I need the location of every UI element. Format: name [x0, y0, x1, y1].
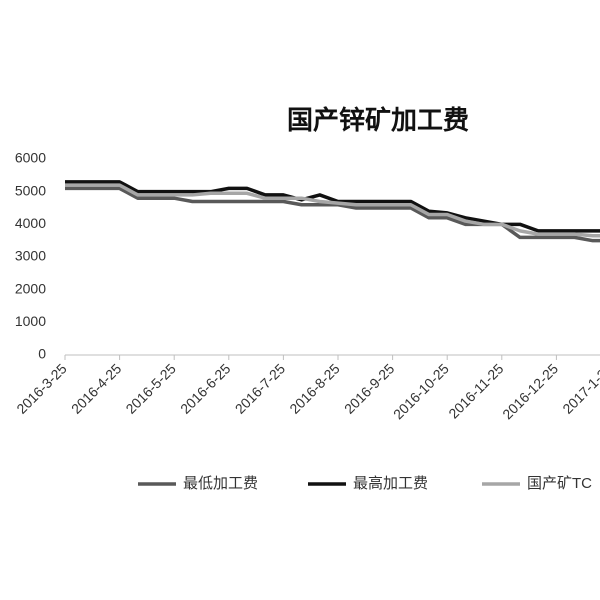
legend-label: 最低加工费 [183, 475, 258, 492]
legend-label: 国产矿TC [527, 475, 592, 492]
x-tick-label: 2016-3-25 [13, 360, 70, 417]
y-tick-label: 3000 [15, 248, 46, 264]
y-tick-label: 6000 [15, 150, 46, 166]
y-tick-label: 2000 [15, 280, 46, 296]
y-tick-label: 0 [38, 346, 46, 362]
y-tick-label: 1000 [15, 313, 46, 329]
series-line [65, 183, 600, 238]
y-tick-label: 5000 [15, 182, 46, 198]
x-tick-label: 2017-1-25 [559, 360, 600, 417]
x-tick-label: 2016-4-25 [68, 360, 125, 417]
legend-label: 最高加工费 [353, 475, 428, 492]
x-tick-label: 2016-6-25 [177, 360, 234, 417]
y-tick-label: 4000 [15, 215, 46, 231]
x-tick-label: 2016-10-25 [390, 360, 452, 422]
x-tick-label: 2016-7-25 [232, 360, 289, 417]
chart-title: 国产锌矿加工费 [287, 105, 469, 135]
x-tick-label: 2016-12-25 [499, 360, 561, 422]
x-tick-label: 2016-5-25 [122, 360, 179, 417]
x-tick-label: 2016-11-25 [445, 360, 506, 421]
x-tick-label: 2016-8-25 [286, 360, 343, 417]
x-tick-label: 2016-9-25 [341, 360, 398, 417]
